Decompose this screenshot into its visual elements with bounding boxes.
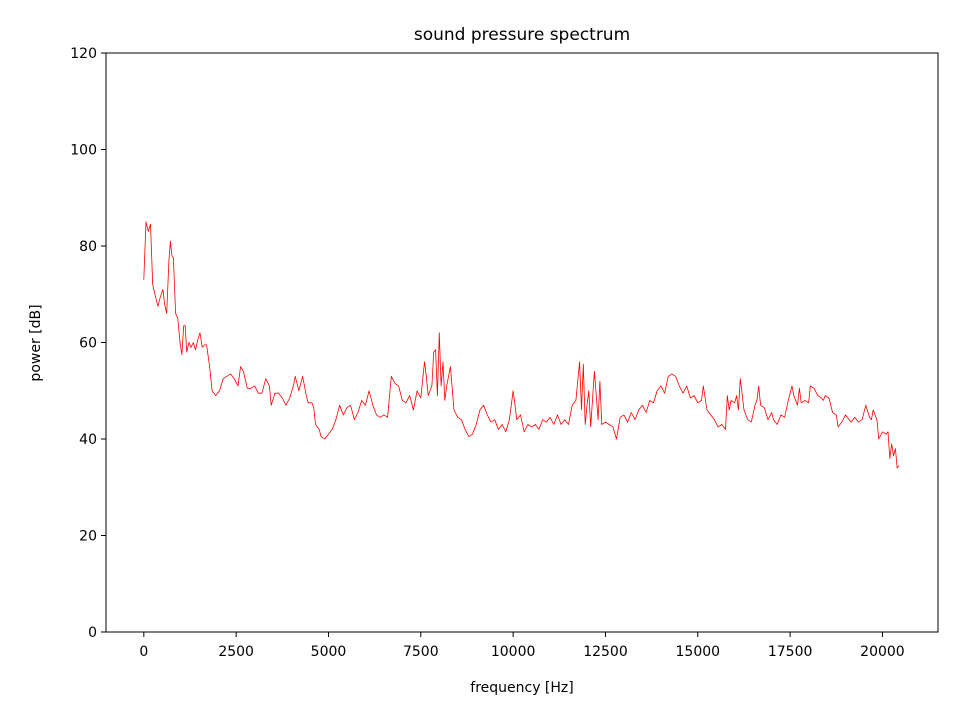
spectrum-line bbox=[143, 221, 900, 469]
y-tick-label: 60 bbox=[79, 336, 97, 352]
x-tick-label: 2500 bbox=[218, 644, 254, 660]
x-tick-label: 10000 bbox=[491, 644, 536, 660]
x-axis-label: frequency [Hz] bbox=[470, 680, 573, 696]
y-tick-label: 0 bbox=[88, 625, 97, 641]
y-tick-label: 80 bbox=[79, 239, 97, 255]
y-tick-label: 40 bbox=[79, 432, 97, 448]
x-tick-label: 5000 bbox=[311, 644, 347, 660]
x-axis: 0 2500 5000 7500 10000 12500 15000 17500 20000 bbox=[139, 632, 905, 660]
y-tick-label: 120 bbox=[70, 46, 97, 62]
x-tick-label: 12500 bbox=[583, 644, 628, 660]
y-axis-label: power [dB] bbox=[28, 304, 44, 381]
plot-area bbox=[143, 221, 900, 469]
x-tick-label: 15000 bbox=[676, 644, 721, 660]
chart-title: sound pressure spectrum bbox=[414, 25, 630, 45]
y-axis: 0 20 40 60 80 100 120 bbox=[70, 46, 106, 641]
y-tick-label: 100 bbox=[70, 143, 97, 159]
axes-frame bbox=[105, 52, 939, 633]
x-tick-label: 20000 bbox=[860, 644, 905, 660]
x-tick-label: 17500 bbox=[768, 644, 813, 660]
y-tick-label: 20 bbox=[79, 529, 97, 545]
x-tick-label: 0 bbox=[139, 644, 148, 660]
x-tick-label: 7500 bbox=[403, 644, 439, 660]
